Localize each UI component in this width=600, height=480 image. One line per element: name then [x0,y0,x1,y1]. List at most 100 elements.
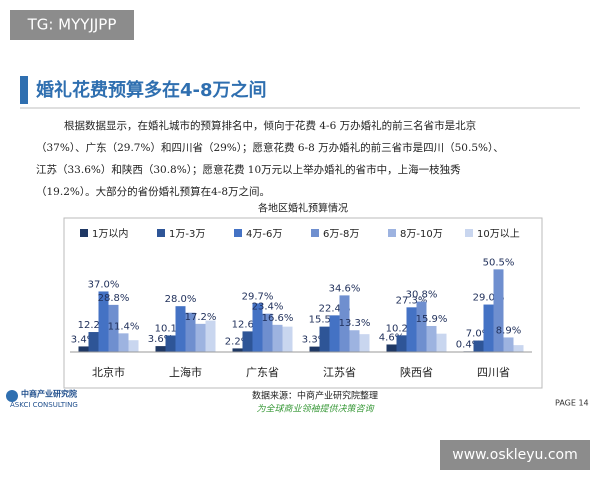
x-tick-label: 广东省 [246,366,279,379]
legend-label: 1万以内 [92,227,128,240]
bar [155,346,166,352]
bar [88,332,99,352]
bar [426,325,437,352]
legend-swatch [465,229,473,237]
logo: 中商产业研究院 [21,389,77,399]
badge-bg [10,10,134,40]
data-label: 3.3% [302,335,327,346]
legend-swatch [311,229,319,237]
paragraph-line: （19.2%）。大部分的省份婚礼预算在4-8万之间。 [36,185,270,198]
data-label: 10.1% [155,323,187,334]
paragraph-line: 江苏（33.6%）和陕西（30.8%）；愿意花费 10万元以上举办婚礼的省市中，… [36,163,461,176]
data-label: 8.9% [496,325,521,336]
source: 数据来源：中商产业研究院整理 [252,390,378,402]
data-label: 17.2% [185,312,217,323]
bar [128,340,139,352]
data-label: 0.4% [456,339,481,350]
bar [503,337,514,352]
bar [108,304,119,352]
bar [78,346,89,352]
data-label: 16.6% [262,313,294,324]
bar [185,312,196,352]
data-label: 28.8% [98,293,130,304]
legend-label: 4万-6万 [246,229,282,240]
data-label: 30.8% [406,290,438,301]
data-label: 7.0% [466,329,491,340]
title-accent [20,76,28,104]
x-tick-label: 江苏省 [323,366,356,379]
bar [329,315,340,352]
data-label: 23.4% [252,302,284,313]
watermark: www.oskleyu.com [452,447,578,463]
data-label: 34.6% [329,283,361,294]
data-label: 10.2% [386,323,418,334]
bar [309,346,320,352]
chart-title: 各地区婚礼预算情况 [258,202,348,215]
data-label: 29.0% [473,293,505,304]
bar [252,303,263,352]
data-label: 15.9% [416,314,448,325]
x-tick-label: 陕西省 [400,365,433,379]
data-label: 22.4% [319,303,351,314]
bar [436,333,447,352]
bar [195,323,206,352]
bar [406,307,417,352]
bar [359,334,370,352]
data-label: 3.4% [71,334,96,345]
legend-swatch [80,229,88,237]
bar [282,326,293,352]
data-label: 12.6% [232,319,264,330]
bar [493,269,504,352]
bar [339,295,350,352]
x-tick-label: 上海市 [169,365,202,379]
bar [513,345,524,352]
legend-label: 1万-3万 [169,229,205,240]
page-number: PAGE 14 [555,399,589,408]
bar [349,330,360,352]
bar [175,306,186,352]
bar [319,326,330,352]
badge: TG: MYYJJPP [27,16,117,34]
bar [242,331,253,352]
bar [473,340,484,352]
legend-swatch [234,229,242,237]
bar [396,335,407,352]
data-label: 28.0% [165,294,197,305]
data-label: 37.0% [88,279,120,290]
data-label: 15.5% [309,315,341,326]
bar [205,320,216,352]
slogan: 为全球商业领袖提供决策咨询 [256,404,375,415]
data-label: 29.7% [242,291,274,302]
bar [165,335,176,352]
legend-swatch [388,229,396,237]
bar [386,344,397,352]
bar [262,313,273,352]
bar [232,348,243,352]
data-label: 27.3% [396,295,428,306]
bar [416,301,427,352]
data-label: 11.4% [108,321,140,332]
logo-en: ASKCI CONSULTING [10,401,78,409]
legend-swatch [157,229,165,237]
data-label: 2.2% [225,336,250,347]
logo-icon [6,390,18,402]
chart-frame [63,217,543,389]
data-label: 4.6% [379,332,404,343]
bar [98,291,109,352]
data-label: 13.3% [339,318,371,329]
legend-label: 8万-10万 [400,229,443,240]
watermark-bg [440,440,590,470]
legend-label: 6万-8万 [323,229,359,240]
bar [483,304,494,352]
bar [272,324,283,352]
slide-title: 婚礼花费预算多在4-8万之间 [36,79,267,101]
x-tick-label: 四川省 [477,366,510,379]
data-label: 50.5% [483,257,515,268]
data-label: 3.6% [148,334,173,345]
data-label: 12.2% [78,320,110,331]
legend-label: 10万以上 [477,228,520,240]
paragraph-line: 根据数据显示，在婚礼城市的预算排名中，倾向于花费 4-6 万办婚礼的前三名省市是… [64,119,476,132]
paragraph-line: （37%）、广东（29.7%）和四川省（29%）；愿意花费 6-8 万办婚礼的前… [36,141,504,154]
